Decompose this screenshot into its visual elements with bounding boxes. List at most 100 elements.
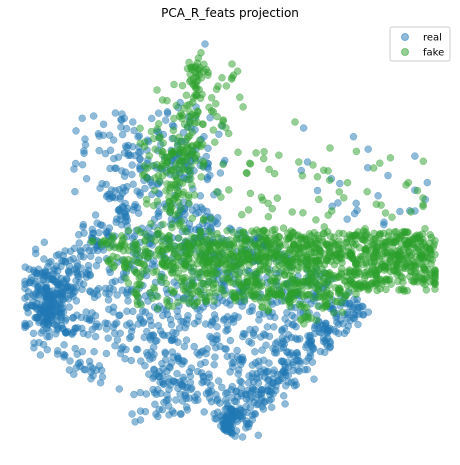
fake-point <box>288 208 296 216</box>
real-point <box>107 186 116 194</box>
fake-point <box>229 228 237 237</box>
fake-point <box>361 247 370 256</box>
real-point <box>180 342 189 351</box>
fake-point <box>266 277 275 286</box>
real-point <box>174 354 182 362</box>
real-point <box>213 335 221 344</box>
real-point <box>263 323 272 331</box>
fake-point <box>187 162 195 171</box>
fake-point <box>185 58 193 67</box>
real-point <box>60 353 68 361</box>
real-point <box>98 373 107 381</box>
fake-point <box>207 94 216 102</box>
fake-point <box>338 258 346 267</box>
fake-point <box>421 242 429 250</box>
real-point <box>149 374 157 382</box>
fake-point <box>180 276 189 285</box>
fake-point <box>169 126 178 135</box>
real-point <box>200 408 208 416</box>
real-point <box>230 358 238 367</box>
real-point <box>254 431 263 440</box>
fake-point <box>189 75 198 83</box>
real-point <box>161 349 170 358</box>
fake-point <box>218 74 226 82</box>
real-point <box>343 215 351 223</box>
real-point <box>211 353 219 361</box>
fake-point <box>265 165 273 174</box>
fake-point <box>307 232 315 240</box>
fake-point <box>407 263 415 271</box>
fake-point <box>252 149 260 157</box>
fake-point <box>238 233 246 242</box>
fake-point <box>144 253 152 262</box>
fake-point <box>229 292 238 301</box>
fake-point <box>316 292 324 301</box>
fake-point <box>249 254 258 262</box>
real-point <box>79 220 88 229</box>
fake-point <box>190 301 199 310</box>
real-point <box>336 179 344 188</box>
real-point <box>88 309 96 317</box>
fake-point <box>152 267 160 275</box>
real-point <box>178 397 187 405</box>
real-point <box>168 335 177 343</box>
real-point <box>23 292 32 301</box>
real-point <box>269 389 277 398</box>
real-point <box>83 270 91 278</box>
fake-point <box>340 194 348 202</box>
real-point <box>119 203 128 212</box>
real-point <box>349 303 358 311</box>
fake-point <box>196 227 205 236</box>
real-point <box>269 369 278 377</box>
real-point <box>396 207 404 216</box>
fake-point <box>199 120 207 129</box>
real-point <box>57 262 65 271</box>
real-point <box>30 339 38 347</box>
fake-point <box>295 250 303 258</box>
real-point <box>374 192 382 200</box>
real-point <box>284 348 292 356</box>
real-point <box>71 324 80 332</box>
real-point <box>163 108 172 116</box>
fake-point <box>151 237 159 245</box>
real-point <box>128 410 136 418</box>
real-point <box>247 339 256 347</box>
fake-point <box>178 81 187 90</box>
fake-point <box>187 274 196 283</box>
real-point <box>29 298 37 306</box>
fake-point <box>418 250 427 258</box>
fake-point <box>422 286 431 294</box>
real-point <box>246 403 255 412</box>
real-point <box>71 187 79 196</box>
fake-point <box>347 248 355 257</box>
real-point <box>22 322 31 330</box>
fake-point <box>180 166 188 174</box>
real-point <box>132 345 141 353</box>
fake-point <box>313 267 322 275</box>
fake-point <box>185 254 193 263</box>
fake-point <box>158 259 167 267</box>
real-point <box>81 135 89 143</box>
fake-point <box>313 173 322 181</box>
legend-label-fake: fake <box>423 48 444 59</box>
fake-point <box>153 86 161 94</box>
real-point <box>334 199 342 207</box>
fake-point <box>168 203 176 211</box>
fake-point <box>347 234 355 243</box>
real-point <box>98 221 107 230</box>
fake-point <box>270 169 279 178</box>
real-point <box>60 341 68 349</box>
fake-point <box>256 233 264 241</box>
real-point <box>102 289 110 297</box>
fake-point <box>212 239 220 248</box>
fake-point <box>159 245 168 253</box>
real-point <box>272 382 280 390</box>
real-point <box>364 145 372 153</box>
real-point <box>190 342 198 351</box>
fake-point <box>168 220 177 228</box>
real-point <box>202 389 211 398</box>
real-point <box>89 112 98 120</box>
fake-point <box>330 239 338 248</box>
fake-point <box>97 241 106 249</box>
fake-point <box>156 164 164 172</box>
